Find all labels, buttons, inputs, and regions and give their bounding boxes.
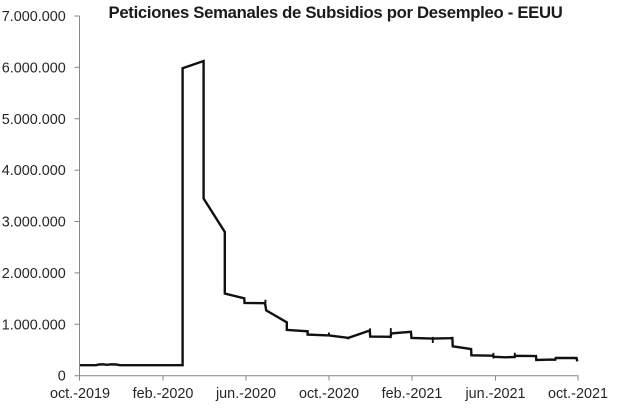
svg-text:oct.-2021: oct.-2021 <box>548 386 608 402</box>
svg-text:4.000.000: 4.000.000 <box>2 163 66 179</box>
svg-text:jun.-2020: jun.-2020 <box>215 386 276 402</box>
svg-text:5.000.000: 5.000.000 <box>2 112 66 128</box>
svg-text:oct.-2019: oct.-2019 <box>50 386 110 402</box>
svg-text:2.000.000: 2.000.000 <box>2 266 66 282</box>
svg-text:feb.-2020: feb.-2020 <box>133 386 194 402</box>
svg-text:jun.-2021: jun.-2021 <box>464 386 525 402</box>
svg-text:3.000.000: 3.000.000 <box>2 215 66 231</box>
svg-text:0: 0 <box>58 369 66 385</box>
svg-text:1.000.000: 1.000.000 <box>2 317 66 333</box>
svg-text:7.000.000: 7.000.000 <box>2 9 66 25</box>
svg-text:feb.-2021: feb.-2021 <box>382 386 443 402</box>
svg-text:6.000.000: 6.000.000 <box>2 60 66 76</box>
svg-text:Peticiones Semanales de Subsid: Peticiones Semanales de Subsidios por De… <box>109 3 563 22</box>
svg-text:oct.-2020: oct.-2020 <box>299 386 359 402</box>
